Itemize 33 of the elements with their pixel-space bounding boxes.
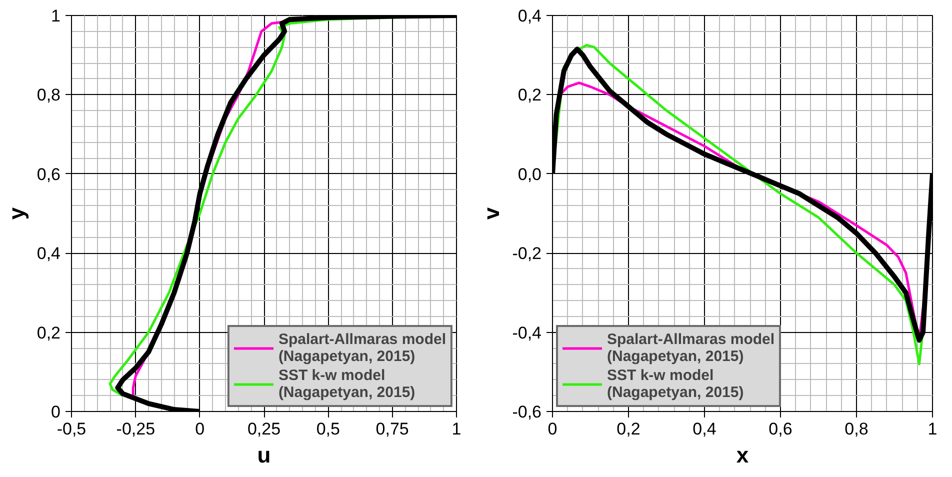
legend-label: SST k-w model (Nagapetyan, 2015) [278, 367, 416, 401]
legend-label: Spalart-Allmaras model (Nagapetyan, 2015) [607, 331, 775, 365]
x-tick-label: -0,5 [56, 420, 86, 438]
y-tick-label: 0,8 [36, 86, 61, 105]
x-tick-label: 0,8 [844, 420, 868, 438]
y-tick-label: 0,0 [518, 164, 542, 184]
x-tick-label: 0,6 [768, 420, 792, 438]
y-tick-label: -0,2 [512, 244, 542, 264]
x-axis-title: u [257, 442, 271, 468]
x-axis-title: x [736, 442, 750, 468]
x-tick-label: 1 [452, 420, 462, 438]
x-tick-label: 0,5 [316, 420, 340, 438]
x-tick-label: 1 [928, 420, 938, 438]
y-tick-label: 0,4 [36, 244, 61, 264]
legend-label: SST k-w model (Nagapetyan, 2015) [607, 367, 744, 401]
y-axis-title: y [4, 206, 29, 220]
y-tick-label: 0 [51, 402, 61, 422]
y-tick-label: 0,6 [36, 164, 61, 184]
x-tick-label: 0 [195, 420, 205, 438]
y-tick-label: -0,4 [512, 323, 542, 342]
x-tick-label: 0 [548, 420, 558, 438]
y-tick-label: -0,6 [512, 402, 542, 422]
legend-label: Spalart-Allmaras model (Nagapetyan, 2015) [278, 331, 446, 365]
x-tick-label: -0,25 [116, 420, 156, 438]
x-tick-label: 0,2 [616, 420, 640, 438]
y-tick-label: 0,2 [36, 323, 61, 342]
x-tick-label: 0,4 [692, 420, 716, 438]
x-tick-label: 0,25 [247, 420, 281, 438]
y-tick-label: 1 [51, 6, 61, 26]
y-tick-label: 0,4 [518, 6, 542, 26]
x-tick-label: 0,75 [376, 420, 409, 438]
y-tick-label: 0,2 [518, 86, 542, 105]
y-axis-title: v [479, 206, 504, 220]
